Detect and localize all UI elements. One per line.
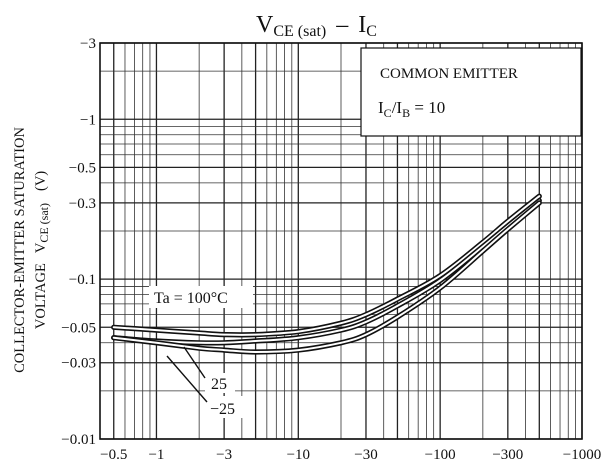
condition-line-2: IC/IB = 10 (378, 98, 445, 120)
series-label-25: 25 (211, 376, 227, 393)
x-tick-label: −30 (354, 447, 377, 463)
y-tick-labels: −0.01 −0.03 −0.05 −0.1 −0.3 −0.5 −1 −3 (61, 36, 96, 448)
y-tick-label: −0.05 (61, 320, 96, 336)
svg-text:COLLECTOR-EMITTER SATURATION: COLLECTOR-EMITTER SATURATION (12, 127, 28, 373)
chart-title: VCE (sat) – IC (256, 12, 377, 40)
y-axis-label: COLLECTOR-EMITTER SATURATION VOLTAGEVCE … (12, 127, 51, 373)
series-line-inner-2 (112, 201, 541, 353)
plot-frame (99, 42, 583, 440)
x-tick-label: −1 (148, 447, 164, 463)
y-tick-label: −0.3 (69, 196, 96, 212)
series-line-inner-0 (112, 195, 541, 336)
series-line-inner-1 (112, 199, 541, 344)
x-tick-label: −1000 (563, 447, 601, 463)
x-tick-label: −3 (216, 447, 232, 463)
leader-m25 (166, 355, 208, 403)
leader-25 (183, 346, 206, 379)
series-label-m25-bg (206, 396, 250, 418)
series-label-25-bg (205, 373, 235, 393)
y-tick-label: −0.01 (61, 432, 96, 448)
x-tick-label: −10 (287, 447, 310, 463)
x-tick-label: −100 (425, 447, 456, 463)
condition-box: COMMON EMITTER IC/IB = 10 (360, 47, 582, 137)
x-tick-labels: −0.5 −1 −3 −10 −30 −100 −300 −1000 (100, 447, 601, 463)
svg-text:VOLTAGEVCE (sat)(V): VOLTAGEVCE (sat)(V) (33, 171, 51, 329)
grid (99, 42, 583, 440)
condition-line-1: COMMON EMITTER (380, 66, 518, 82)
series-label-100-bg (149, 286, 253, 308)
y-tick-label: −0.1 (69, 272, 96, 288)
y-tick-label: −0.5 (69, 160, 96, 176)
x-tick-label: −0.5 (100, 447, 127, 463)
y-tick-label: −0.03 (61, 356, 96, 372)
curves (111, 193, 542, 355)
y-tick-label: −3 (80, 36, 96, 52)
y-tick-label: −1 (80, 112, 96, 128)
series-label-m25: −25 (210, 401, 235, 418)
series-label-100: Ta = 100°C (154, 290, 228, 307)
series-line-1 (111, 198, 542, 346)
series-line-0 (111, 193, 542, 338)
x-tick-label: −300 (492, 447, 523, 463)
